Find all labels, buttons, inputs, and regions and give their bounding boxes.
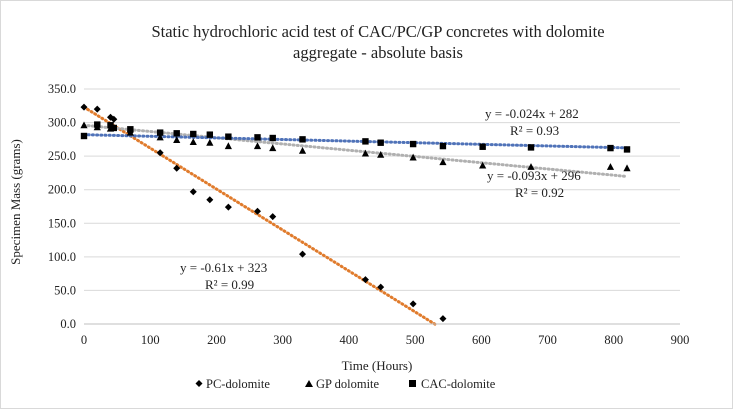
y-tick-label: 200.0 — [48, 183, 76, 197]
legend-marker-cac-dolomite — [409, 380, 416, 387]
x-tick-label: 700 — [538, 333, 557, 347]
point-pc-dolomite — [269, 213, 277, 221]
point-gp-dolomite — [156, 133, 164, 141]
x-tick-label: 600 — [472, 333, 491, 347]
pc-r2-label: R² = 0.99 — [205, 277, 254, 292]
y-tick-label: 150.0 — [48, 216, 76, 230]
y-tick-label: 0.0 — [60, 317, 76, 331]
point-cac-dolomite — [254, 134, 261, 141]
point-cac-dolomite — [299, 136, 306, 143]
y-tick-label: 300.0 — [48, 116, 76, 130]
point-cac-dolomite — [377, 139, 384, 146]
point-pc-dolomite — [361, 276, 369, 284]
point-cac-dolomite — [623, 146, 631, 153]
point-pc-dolomite — [299, 250, 307, 258]
cac-equation-label: y = -0.024x + 282 — [485, 106, 579, 121]
x-tick-label: 800 — [604, 333, 623, 347]
x-tick-label: 900 — [671, 333, 690, 347]
point-gp-dolomite — [269, 144, 277, 152]
point-cac-dolomite — [190, 130, 197, 138]
x-tick-label: 0 — [81, 333, 87, 347]
point-gp-dolomite — [253, 142, 262, 150]
x-tick-label: 200 — [207, 333, 226, 347]
legend-label-gp-dolomite: GP dolomite — [316, 377, 380, 391]
point-gp-dolomite — [623, 164, 631, 172]
point-cac-dolomite — [107, 122, 114, 129]
legend-marker-pc-dolomite — [195, 380, 203, 387]
point-cac-dolomite — [173, 130, 180, 137]
point-cac-dolomite — [156, 129, 164, 136]
point-pc-dolomite — [110, 115, 118, 123]
point-cac-dolomite — [225, 133, 232, 140]
point-cac-dolomite — [439, 142, 447, 150]
point-gp-dolomite — [206, 138, 214, 146]
point-gp-dolomite — [173, 136, 181, 144]
point-cac-dolomite — [127, 126, 134, 133]
point-pc-dolomite — [377, 283, 385, 291]
point-gp-dolomite — [224, 142, 232, 150]
tick-labels: 0.0 50.0 100.0 150.0 200.0 250.0 300.0 350.0 0 10… — [48, 82, 690, 347]
point-gp-dolomite — [409, 153, 417, 161]
point-cac-dolomite — [362, 138, 369, 145]
y-tick-label: 50.0 — [54, 283, 76, 297]
y-tick-label: 250.0 — [48, 149, 76, 163]
legend-marker-gp-dolomite — [305, 380, 313, 387]
point-cac-dolomite — [94, 121, 101, 128]
point-pc-dolomite — [173, 164, 181, 172]
x-tick-label: 500 — [406, 333, 425, 347]
point-pc-dolomite — [409, 300, 417, 308]
point-cac-dolomite — [269, 134, 276, 142]
y-axis-title: Specimen Mass (grams) — [8, 139, 23, 265]
point-gp-dolomite — [189, 138, 197, 146]
legend-label-pc-dolomite: PC-dolomite — [206, 377, 270, 391]
chart-title-line-2: aggregate - absolute basis — [293, 43, 463, 62]
point-cac-dolomite — [409, 140, 417, 148]
point-gp-dolomite — [361, 149, 370, 157]
point-pc-dolomite — [156, 149, 164, 157]
x-tick-label: 100 — [141, 333, 160, 347]
legend-label-cac-dolomite: CAC-dolomite — [421, 377, 496, 391]
point-gp-dolomite — [298, 146, 307, 154]
legend: PC-dolomite GP dolomite CAC-dolomite — [195, 377, 496, 391]
point-cac-dolomite — [80, 132, 88, 140]
x-axis-title: Time (Hours) — [342, 358, 413, 373]
point-gp-dolomite — [527, 163, 535, 170]
point-pc-dolomite — [439, 315, 447, 323]
point-cac-dolomite — [479, 143, 486, 150]
point-gp-dolomite — [479, 161, 487, 169]
trendline-pc-dolomite — [82, 105, 437, 326]
gp-equation-label: y = -0.093x + 296 — [487, 168, 581, 183]
x-tick-label: 300 — [273, 333, 292, 347]
point-cac-dolomite — [206, 131, 214, 138]
trendline-cac-dolomite — [82, 133, 629, 150]
cac-r2-label: R² = 0.93 — [510, 123, 559, 138]
point-gp-dolomite — [606, 163, 615, 170]
point-pc-dolomite — [80, 103, 88, 111]
pc-equation-label: y = -0.61x + 323 — [180, 260, 267, 275]
point-cac-dolomite — [110, 124, 117, 132]
point-pc-dolomite — [206, 196, 214, 204]
y-tick-label: 100.0 — [48, 250, 76, 264]
data-points — [80, 103, 631, 323]
point-gp-dolomite — [439, 158, 447, 166]
chart-title-line-1: Static hydrochloric acid test of CAC/PC/… — [151, 22, 604, 41]
point-pc-dolomite — [93, 105, 101, 113]
y-tick-label: 350.0 — [48, 82, 76, 96]
point-pc-dolomite — [224, 203, 232, 211]
gp-r2-label: R² = 0.92 — [515, 185, 564, 200]
x-tick-label: 400 — [340, 333, 359, 347]
point-gp-dolomite — [377, 151, 385, 158]
point-pc-dolomite — [189, 188, 197, 196]
point-cac-dolomite — [607, 144, 614, 152]
point-cac-dolomite — [527, 144, 535, 151]
point-gp-dolomite — [80, 121, 88, 129]
point-pc-dolomite — [254, 207, 262, 215]
